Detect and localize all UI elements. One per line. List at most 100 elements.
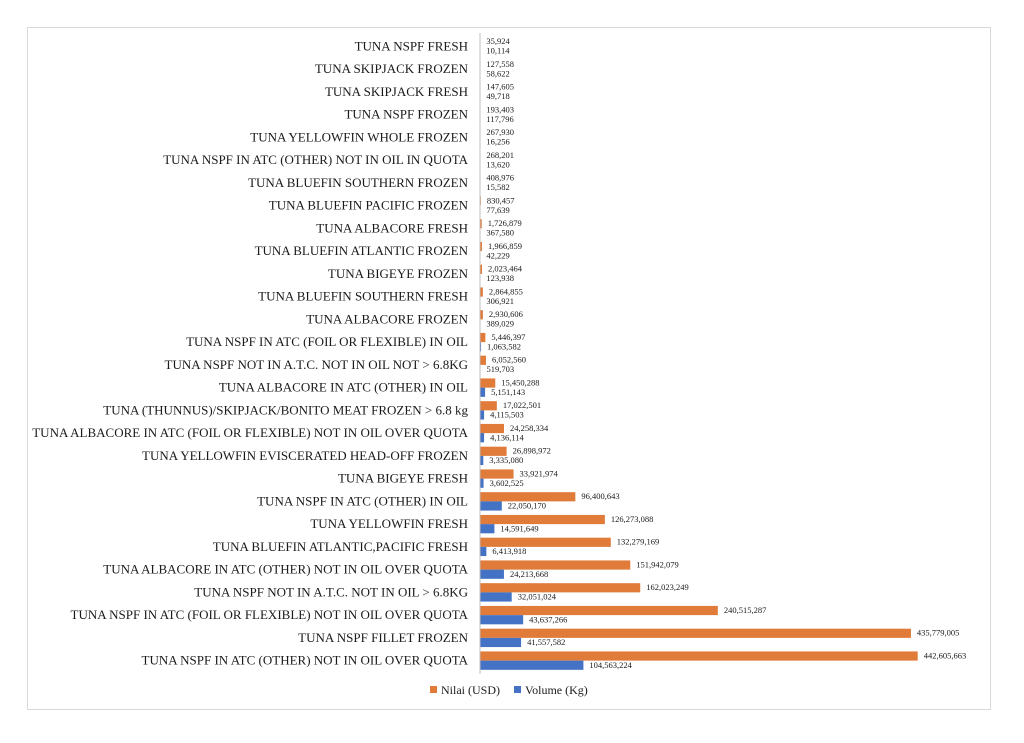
- category-label: TUNA BLUEFIN SOUTHERN FRESH: [258, 289, 468, 304]
- data-label-nilai-usd: 240,515,287: [724, 605, 767, 615]
- data-label-volume-kg: 43,637,266: [529, 614, 567, 624]
- bar-nilai-usd: [480, 446, 507, 456]
- category-label: TUNA SKIPJACK FROZEN: [315, 61, 469, 76]
- bar-nilai-usd: [480, 401, 497, 411]
- data-label-volume-kg: 24,213,668: [510, 569, 548, 579]
- category-label: TUNA YELLOWFIN EVISCERATED HEAD-OFF FROZ…: [142, 448, 469, 463]
- data-label-nilai-usd: 5,446,397: [491, 332, 525, 342]
- data-label-nilai-usd: 127,558: [486, 59, 514, 69]
- bar-volume-kg: [480, 660, 584, 670]
- legend-swatch-volume-kg: [514, 686, 521, 693]
- bar-volume-kg: [480, 615, 524, 625]
- category-label: TUNA BLUEFIN ATLANTIC FROZEN: [255, 243, 469, 258]
- bar-nilai-usd: [480, 355, 486, 365]
- bar-volume-kg: [480, 433, 485, 443]
- data-label-nilai-usd: 267,930: [486, 127, 514, 137]
- data-label-volume-kg: 5,151,143: [491, 387, 525, 397]
- bar-nilai-usd: [480, 469, 514, 479]
- bar-nilai-usd: [480, 310, 483, 320]
- legend-label-nilai-usd: Nilai (USD): [441, 683, 500, 697]
- category-label: TUNA YELLOWFIN WHOLE FROZEN: [250, 129, 468, 144]
- data-label-nilai-usd: 1,966,859: [488, 241, 522, 251]
- data-label-nilai-usd: 26,898,972: [513, 446, 551, 456]
- data-label-volume-kg: 58,622: [486, 68, 509, 78]
- category-label: TUNA NSPF NOT IN A.T.C. NOT IN OIL > 6.8…: [194, 584, 468, 599]
- data-label-volume-kg: 32,051,024: [518, 592, 557, 602]
- bar-nilai-usd: [480, 264, 483, 274]
- legend-label-volume-kg: Volume (Kg): [525, 683, 588, 697]
- data-label-nilai-usd: 1,726,879: [488, 218, 522, 228]
- bar-nilai-usd: [480, 628, 911, 638]
- data-label-volume-kg: 1,063,582: [487, 341, 521, 351]
- category-label: TUNA NSPF IN ATC (OTHER) NOT IN OIL IN Q…: [163, 152, 468, 167]
- category-label: TUNA BLUEFIN SOUTHERN FROZEN: [248, 175, 469, 190]
- category-label: TUNA NSPF FILLET FROZEN: [298, 630, 468, 645]
- bar-volume-kg: [480, 569, 504, 579]
- chart-frame: TUNA NSPF FRESH 35,924 10,114 TUNA SKIPJACK…: [27, 27, 991, 710]
- category-label: TUNA BLUEFIN PACIFIC FROZEN: [269, 198, 469, 213]
- bar-volume-kg: [480, 546, 487, 557]
- bar-volume-kg: [480, 592, 512, 602]
- data-label-nilai-usd: 408,976: [486, 173, 514, 183]
- category-label: TUNA NSPF IN ATC (FOIL OR FLEXIBLE) IN O…: [186, 334, 468, 349]
- category-label: TUNA YELLOWFIN FRESH: [310, 516, 468, 531]
- bar-volume-kg: [480, 501, 502, 511]
- data-label-nilai-usd: 15,450,288: [501, 377, 539, 387]
- bar-volume-kg: [480, 637, 522, 648]
- data-label-volume-kg: 49,718: [486, 91, 509, 101]
- data-label-nilai-usd: 33,921,974: [520, 468, 559, 478]
- data-label-volume-kg: 13,620: [486, 159, 509, 169]
- data-label-volume-kg: 3,335,080: [489, 455, 523, 465]
- bar-nilai-usd: [480, 492, 576, 502]
- bar-volume-kg: [480, 410, 485, 420]
- bar-volume-kg: [480, 455, 484, 466]
- data-label-volume-kg: 15,582: [486, 182, 509, 192]
- data-label-nilai-usd: 96,400,643: [581, 491, 619, 501]
- bar-nilai-usd: [480, 651, 918, 661]
- data-label-nilai-usd: 6,052,560: [492, 355, 526, 365]
- data-label-volume-kg: 306,921: [486, 296, 514, 306]
- data-label-nilai-usd: 435,779,005: [917, 628, 960, 638]
- data-label-nilai-usd: 268,201: [486, 150, 514, 160]
- data-label-volume-kg: 117,796: [486, 114, 513, 124]
- data-label-volume-kg: 4,136,114: [490, 432, 524, 442]
- data-label-volume-kg: 4,115,503: [490, 410, 524, 420]
- bar-volume-kg: [480, 342, 482, 352]
- bar-nilai-usd: [480, 219, 482, 229]
- data-label-volume-kg: 77,639: [486, 205, 509, 215]
- data-label-nilai-usd: 162,023,249: [646, 582, 689, 592]
- data-label-nilai-usd: 2,864,855: [489, 286, 523, 296]
- data-label-nilai-usd: 830,457: [487, 195, 515, 205]
- bar-volume-kg: [480, 387, 486, 397]
- category-label: TUNA NSPF IN ATC (OTHER) IN OIL: [257, 493, 468, 508]
- bar-nilai-usd: [480, 378, 496, 388]
- bar-volume-kg: [480, 478, 484, 488]
- bar-nilai-usd: [480, 583, 641, 593]
- data-label-volume-kg: 14,591,649: [500, 523, 538, 533]
- data-label-nilai-usd: 126,273,088: [611, 514, 654, 524]
- data-label-nilai-usd: 151,942,079: [636, 559, 679, 569]
- bar-nilai-usd: [480, 537, 611, 547]
- category-label: TUNA NSPF IN ATC (OTHER) NOT IN OIL OVER…: [142, 653, 469, 668]
- data-label-nilai-usd: 2,023,464: [488, 264, 523, 274]
- bar-nilai-usd: [480, 287, 483, 297]
- bar-nilai-usd: [480, 423, 504, 434]
- category-label: TUNA NSPF FROZEN: [344, 107, 468, 122]
- data-label-volume-kg: 41,557,582: [527, 637, 565, 647]
- data-label-nilai-usd: 193,403: [486, 104, 514, 114]
- category-label: TUNA ALBACORE FRESH: [316, 220, 468, 235]
- data-label-volume-kg: 22,050,170: [508, 501, 546, 511]
- category-label: TUNA BIGEYE FROZEN: [328, 266, 469, 281]
- data-label-volume-kg: 389,029: [486, 319, 514, 329]
- data-label-nilai-usd: 2,930,606: [489, 309, 523, 319]
- bar-nilai-usd: [480, 241, 482, 252]
- data-label-volume-kg: 123,938: [486, 273, 514, 283]
- legend: Nilai (USD) Volume (Kg): [430, 683, 588, 697]
- bar-nilai-usd: [480, 605, 718, 616]
- category-label: TUNA ALBACORE IN ATC (FOIL OR FLEXIBLE) …: [32, 425, 468, 440]
- category-label: TUNA ALBACORE IN ATC (OTHER) IN OIL: [219, 380, 468, 395]
- data-label-nilai-usd: 147,605: [486, 82, 514, 92]
- data-label-volume-kg: 6,413,918: [492, 546, 526, 556]
